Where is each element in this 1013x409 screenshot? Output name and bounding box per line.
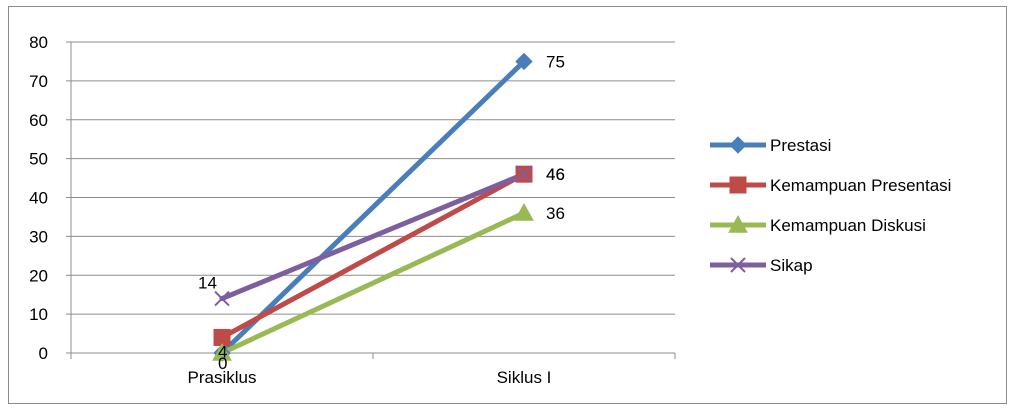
legend-entry: Kemampuan Presentasi [710,176,951,195]
marker-stroke [730,257,746,273]
x-tick-label: Siklus I [497,368,552,387]
legend: Prestasi Kemampuan Presentasi Kemampuan Di… [710,136,951,275]
data-label: 75 [546,52,565,71]
series-line [219,171,527,302]
legend-marker [730,257,746,273]
y-tick-label: 60 [29,111,48,130]
legend-label: Prestasi [770,136,831,155]
data-label: 4 [218,342,227,361]
data-label: 0 [218,354,227,373]
legend-entry: Prestasi [710,136,831,155]
y-tick-label: 80 [29,33,48,52]
legend-label: Kemampuan Diskusi [770,216,926,235]
series-line [219,171,527,340]
data-point [214,290,230,307]
y-tick-label: 40 [29,189,48,208]
legend-label: Kemampuan Presentasi [770,176,951,195]
y-tick-label: 10 [29,305,48,324]
y-tick-label: 30 [29,227,48,246]
series-line [219,58,527,356]
legend-entry: Sikap [710,256,813,275]
y-tick-label: 70 [29,72,48,91]
marker-stroke [516,166,532,182]
legend-entry: Kemampuan Diskusi [710,214,926,235]
y-tick-label: 0 [39,344,48,363]
data-point [514,203,534,221]
legend-marker [729,136,747,154]
data-point [515,52,533,71]
legend-label: Sikap [770,256,813,275]
legend-marker [729,176,747,194]
data-label: 36 [546,204,565,223]
legend-marker [728,214,748,233]
y-tick-label: 20 [29,266,48,285]
series-lines [219,58,527,356]
chart-frame [8,6,1007,404]
data-label: 46 [546,165,565,184]
x-tick-label: Prasiklus [188,368,257,387]
series-line [219,210,527,356]
marker-stroke [214,290,230,307]
data-label: 14 [198,274,217,293]
data-point [516,166,532,182]
gridlines [71,41,675,315]
data-point [212,342,232,361]
y-tick-label: 50 [29,150,48,169]
data-label: 46 [546,165,565,184]
series-markers [212,52,534,362]
